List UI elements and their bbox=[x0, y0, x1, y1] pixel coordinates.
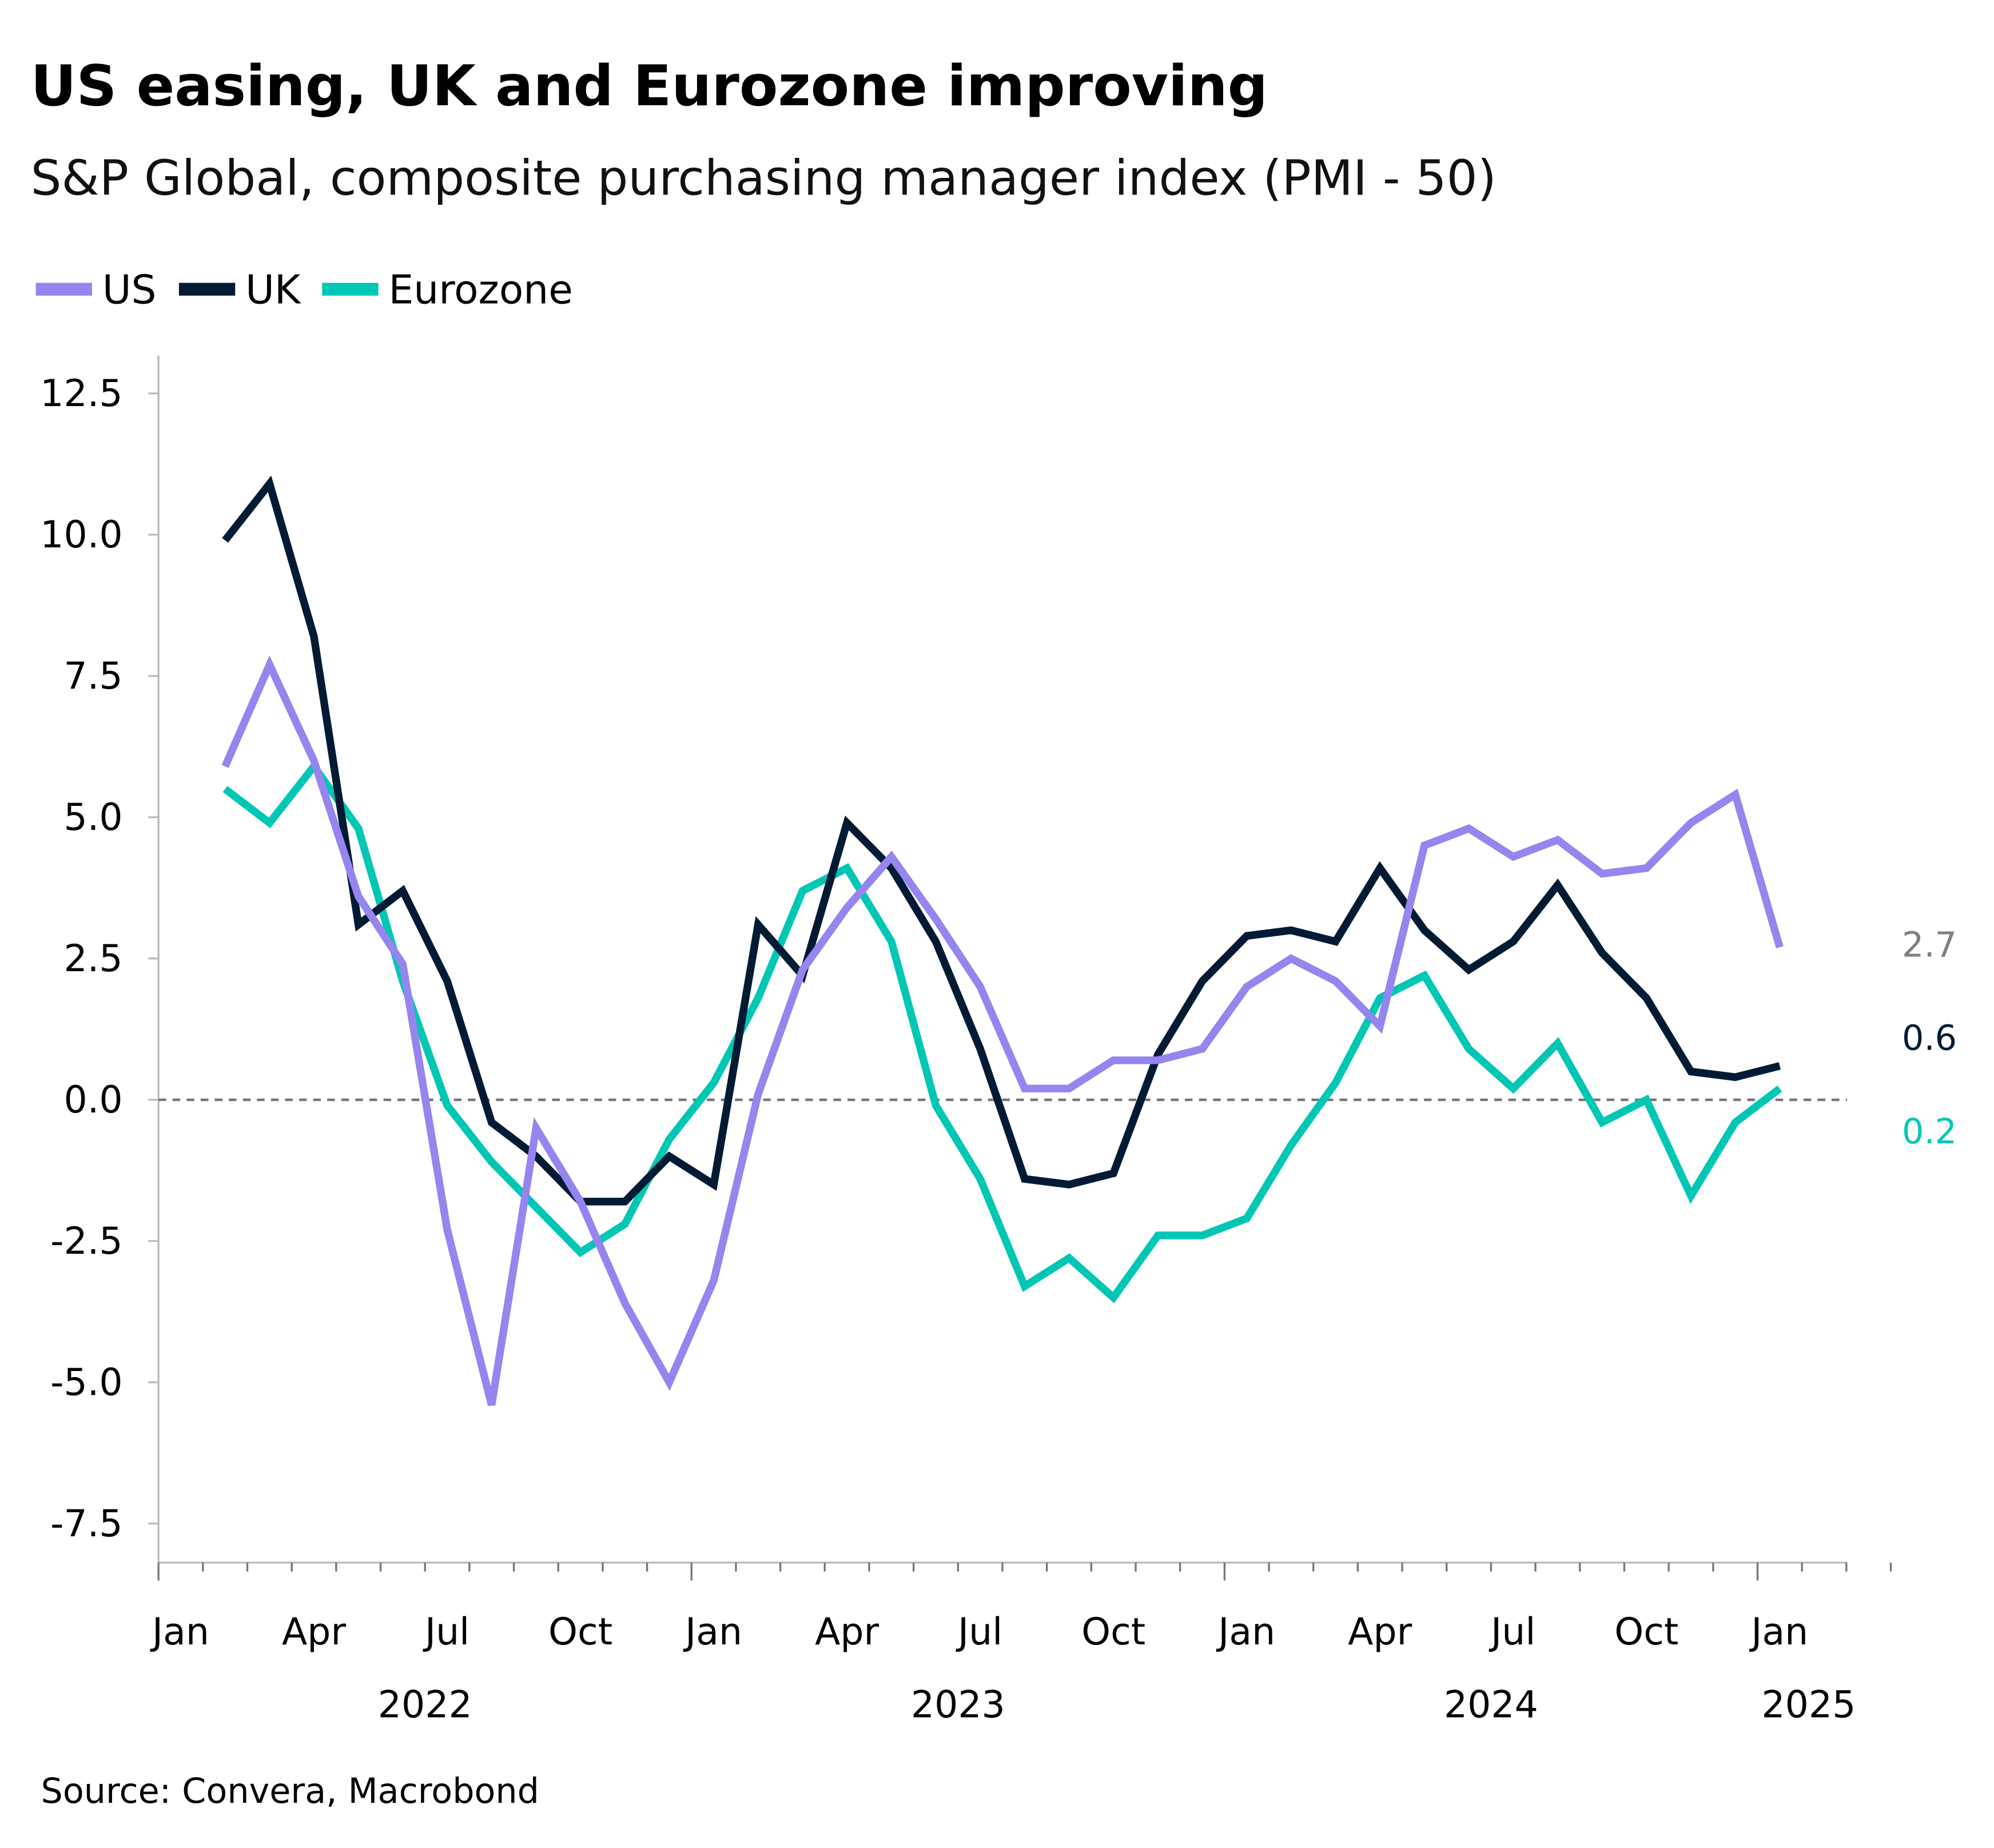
chart-subtitle: S&P Global, composite purchasing manager… bbox=[31, 150, 1497, 206]
x-tick-label: Jan bbox=[150, 1611, 209, 1654]
x-tick-label: Jan bbox=[1749, 1611, 1808, 1654]
chart-title: US easing, UK and Eurozone improving bbox=[31, 54, 1268, 119]
y-tick-label: -7.5 bbox=[50, 1503, 122, 1545]
axes: 12.5 10.0 7.5 5.0 2.5 0.0 -2.5 -5.0 -7.5 Jan Apr Ju… bbox=[40, 355, 1892, 1726]
year-label: 2023 bbox=[911, 1683, 1005, 1726]
x-tick-label: Jan bbox=[683, 1611, 742, 1654]
legend-label-uk: UK bbox=[245, 267, 301, 313]
y-tick-label: 7.5 bbox=[64, 655, 123, 698]
x-tick-label: Jul bbox=[423, 1611, 469, 1654]
x-tick-label: Oct bbox=[548, 1611, 612, 1654]
series-line-uk bbox=[222, 475, 1781, 1206]
y-tick-label: -2.5 bbox=[50, 1220, 122, 1263]
end-label-us: 2.7 bbox=[1902, 925, 1957, 965]
legend-swatch-uk bbox=[178, 283, 236, 296]
end-labels: 2.7 0.6 0.2 bbox=[1902, 925, 1957, 1151]
x-tick-label: Apr bbox=[815, 1611, 879, 1654]
y-tick-label: -5.0 bbox=[50, 1361, 122, 1404]
x-tick-label: Oct bbox=[1614, 1611, 1678, 1654]
end-label-eurozone: 0.2 bbox=[1902, 1112, 1957, 1152]
legend-label-us: US bbox=[102, 267, 157, 313]
x-tick-label: Apr bbox=[1348, 1611, 1412, 1654]
year-label: 2024 bbox=[1444, 1683, 1538, 1726]
y-tick-label: 0.0 bbox=[64, 1079, 123, 1122]
year-label: 2022 bbox=[378, 1683, 472, 1726]
legend-label-eurozone: Eurozone bbox=[389, 267, 573, 313]
end-label-uk: 0.6 bbox=[1902, 1019, 1957, 1059]
x-tick-label: Jul bbox=[1488, 1611, 1535, 1654]
legend: US UK Eurozone bbox=[35, 267, 573, 313]
series-line-us bbox=[221, 655, 1784, 1406]
y-tick-label: 10.0 bbox=[40, 514, 122, 557]
series-line-eurozone bbox=[222, 760, 1782, 1303]
y-tick-label: 12.5 bbox=[40, 372, 122, 415]
legend-swatch-us bbox=[35, 283, 92, 296]
x-tick-label: Jul bbox=[956, 1611, 1002, 1654]
x-tick-label: Apr bbox=[282, 1611, 346, 1654]
legend-swatch-eurozone bbox=[322, 283, 379, 296]
x-tick-label: Oct bbox=[1081, 1611, 1145, 1654]
year-label: 2025 bbox=[1761, 1683, 1856, 1726]
y-tick-label: 5.0 bbox=[64, 796, 123, 839]
series-lines bbox=[221, 475, 1784, 1406]
y-tick-label: 2.5 bbox=[64, 937, 123, 980]
x-tick-label: Jan bbox=[1216, 1611, 1275, 1654]
source-note: Source: Convera, Macrobond bbox=[41, 1771, 539, 1811]
